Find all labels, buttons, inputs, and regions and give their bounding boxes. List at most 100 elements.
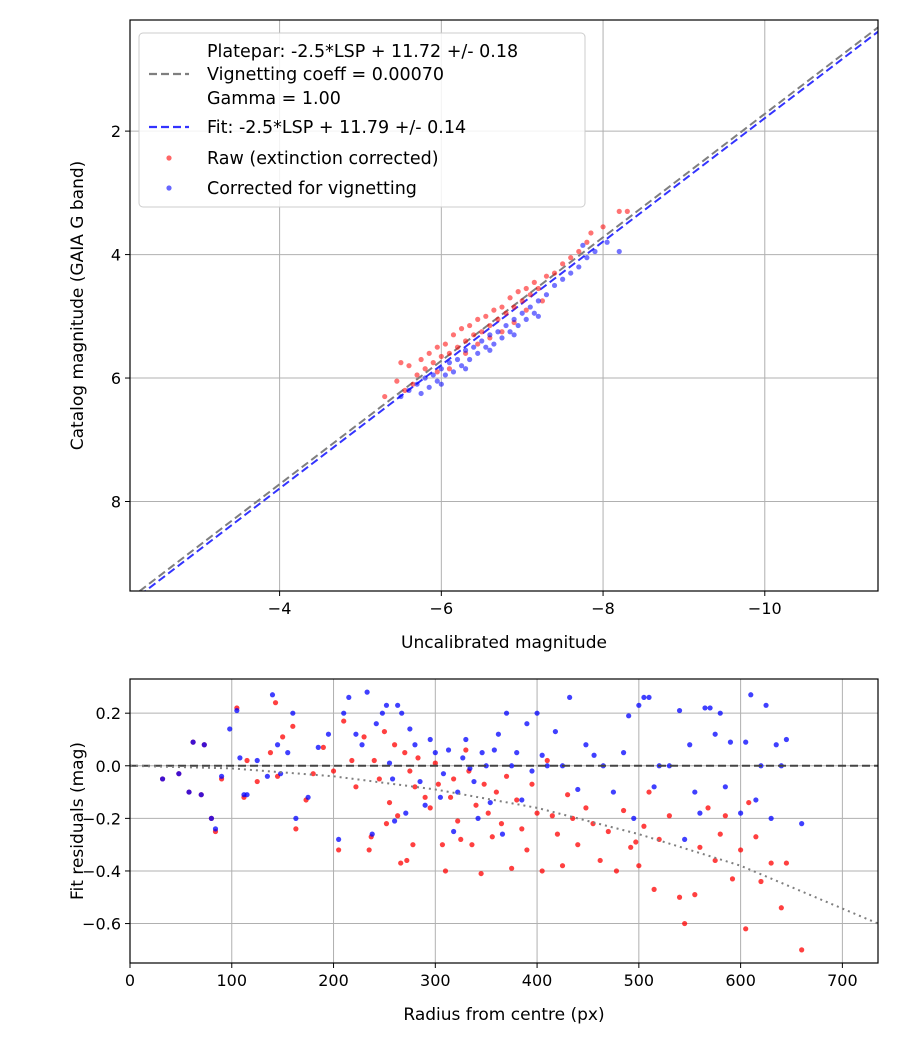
data-point-raw [467, 322, 473, 329]
y-tick-label: −0.2 [82, 809, 121, 828]
data-point-corrected [560, 276, 566, 282]
data-point-corrected [440, 771, 447, 777]
data-point-raw [646, 789, 652, 795]
data-point-corrected [212, 826, 219, 832]
bottom-points [159, 689, 805, 953]
data-point-corrected [417, 778, 423, 785]
data-point-corrected [676, 707, 683, 714]
bottom-lines [130, 764, 878, 925]
data-point-raw [560, 261, 566, 267]
data-point-corrected [341, 710, 347, 716]
data-point-corrected [509, 763, 515, 769]
data-point-raw [349, 757, 355, 764]
data-point-corrected [515, 322, 521, 329]
data-point-corrected [568, 270, 574, 276]
data-point-corrected [325, 731, 332, 737]
y-tick-label: −0.6 [82, 915, 121, 934]
y-tick-label: −0.4 [82, 862, 121, 881]
data-point-raw [381, 728, 388, 735]
data-point-corrected [285, 750, 291, 756]
data-point-corrected [495, 329, 501, 335]
x-tick-label: 300 [420, 971, 451, 990]
data-point-raw [435, 781, 441, 787]
data-point-raw [519, 826, 525, 832]
data-point-corrected [487, 347, 493, 353]
data-point-corrected [539, 752, 545, 758]
data-point-raw [624, 208, 630, 214]
data-point-corrected [434, 378, 440, 384]
data-point-corrected [491, 747, 497, 753]
data-point-corrected [531, 310, 537, 316]
data-point-corrected [702, 705, 708, 711]
data-point-corrected [414, 381, 420, 387]
data-point-raw [565, 792, 571, 798]
data-point-corrected [527, 304, 533, 310]
data-point-corrected [707, 705, 713, 711]
data-point-corrected [499, 335, 505, 341]
top-points [382, 208, 630, 400]
data-point-corrected [460, 755, 466, 761]
x-tick-label: 400 [522, 971, 553, 990]
data-point-raw [427, 805, 433, 811]
data-point-corrected [426, 384, 432, 390]
top-x-axis-label: Uncalibrated magnitude [401, 633, 607, 653]
data-point-corrected [407, 726, 413, 732]
x-tick-label: −6 [430, 599, 454, 618]
data-point-corrected [395, 702, 401, 708]
top-panel: −4 −6 −8 −10 2 4 6 8 Uncalibrated magnitude Cat… [68, 19, 879, 653]
data-point-raw [503, 773, 510, 779]
data-point-corrected [773, 742, 779, 748]
data-point-corrected [483, 344, 489, 350]
data-point-corrected [458, 363, 465, 369]
data-point-corrected [692, 789, 698, 795]
x-tick-label: −10 [748, 599, 782, 618]
data-point-raw [447, 794, 454, 800]
data-point-raw [523, 307, 529, 313]
legend-raw-text: Raw (extinction corrected) [207, 149, 439, 169]
legend-raw-marker [166, 155, 172, 161]
data-point-raw [267, 750, 274, 756]
data-point-corrected [712, 731, 718, 737]
data-point-raw [376, 776, 382, 782]
data-point-corrected [305, 794, 311, 800]
data-point-raw [534, 810, 540, 816]
data-point-raw [495, 316, 501, 322]
data-point-raw [509, 865, 515, 871]
data-point-raw [463, 747, 469, 753]
data-point-raw [320, 744, 326, 750]
data-point-corrected [412, 742, 418, 748]
data-point-raw [446, 366, 453, 372]
data-point-corrected [666, 763, 672, 769]
data-point-raw [330, 768, 337, 774]
data-point-corrected [535, 313, 541, 319]
data-point-raw [336, 847, 342, 853]
data-point-corrected [610, 789, 617, 795]
data-point-corrected [631, 815, 637, 821]
data-point-raw [682, 920, 688, 927]
data-point-raw [628, 844, 634, 850]
data-point-corrected [514, 750, 520, 756]
data-point-raw [458, 836, 464, 843]
data-point-raw [743, 926, 749, 932]
data-point-corrected [315, 744, 321, 750]
data-point-corrected [511, 316, 517, 322]
data-point-raw [391, 742, 398, 748]
data-point-raw [455, 818, 461, 824]
data-point-corrected [543, 292, 550, 298]
data-point-raw [539, 868, 545, 874]
data-point-raw [641, 823, 647, 829]
data-point-raw [768, 860, 774, 866]
data-point-corrected [507, 329, 513, 335]
data-point-raw [434, 369, 440, 375]
data-point-corrected [592, 248, 598, 255]
data-point-corrected [534, 710, 540, 716]
data-point-raw [382, 393, 388, 400]
data-point-raw [554, 831, 561, 837]
data-point-raw [485, 810, 491, 816]
data-point-raw [584, 239, 590, 245]
data-point-raw [432, 760, 438, 766]
data-point-corrected [422, 802, 428, 808]
data-point-raw [597, 857, 603, 864]
data-point-corrected [636, 702, 642, 708]
